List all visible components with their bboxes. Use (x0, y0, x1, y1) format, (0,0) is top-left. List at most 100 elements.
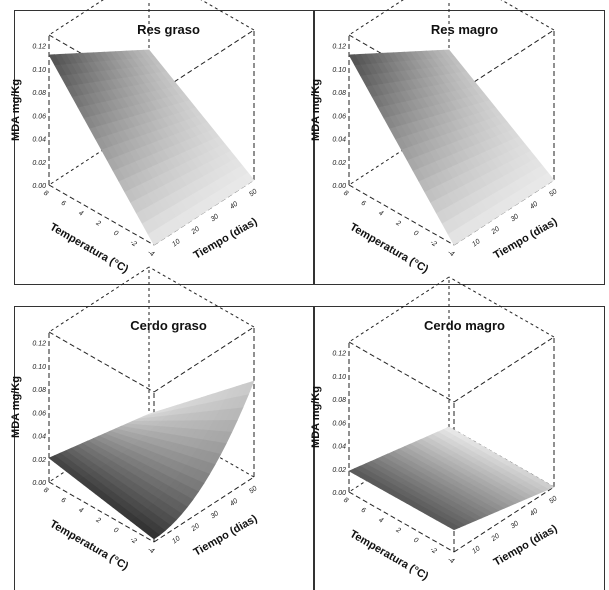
z-tick-label: 0.02 (32, 457, 46, 464)
z-tick-label: 0.04 (32, 434, 46, 441)
x-tick-label: -4 (146, 546, 155, 555)
z-tick-label: 0.02 (332, 160, 346, 167)
chart-title: Cerdo magro (424, 318, 505, 333)
x-tick-label: 0 (112, 230, 119, 238)
x-tick-label: 6 (60, 200, 67, 208)
box-edge (348, 341, 455, 403)
surface (348, 49, 555, 246)
z-tick-label: 0.04 (32, 137, 46, 144)
surface-patch (447, 230, 460, 246)
x-tick-label: 4 (377, 517, 384, 525)
box-edge (48, 266, 150, 333)
z-tick-label: 0.10 (32, 67, 46, 74)
z-tick-label: 0.12 (332, 351, 346, 358)
x-tick-label: 6 (360, 507, 367, 515)
z-tick-label: 0.10 (332, 374, 346, 381)
x-tick-label: -2 (429, 239, 438, 248)
surface (48, 49, 255, 246)
x-tick-label: 0 (412, 537, 419, 545)
x-tick-label: 8 (42, 487, 49, 495)
x-tick-label: 6 (360, 200, 367, 208)
y-tick-label: 30 (210, 510, 220, 520)
top-figure-divider (313, 10, 315, 285)
x-tick-label: 2 (94, 516, 102, 525)
x-tick-label: -2 (429, 546, 438, 555)
y-tick-label: 10 (471, 238, 481, 248)
y-tick-label: 50 (248, 188, 258, 198)
x-tick-label: -4 (446, 249, 455, 258)
x-tick-label: 4 (377, 210, 384, 218)
z-tick-label: 0.10 (332, 67, 346, 74)
z-tick-label: 0.12 (32, 44, 46, 51)
x-tick-label: 2 (394, 219, 402, 228)
x-tick-label: -2 (129, 536, 138, 545)
chart-title: Res magro (431, 22, 498, 37)
x-tick-label: 8 (342, 190, 349, 198)
x-tick-label: 8 (342, 497, 349, 505)
y-tick-label: 20 (490, 533, 501, 544)
z-tick-label: 0.08 (332, 90, 346, 97)
y-axis-label: Tiempo (dias) (192, 512, 260, 558)
box-edge (453, 486, 555, 553)
z-tick-label: 0.12 (32, 341, 46, 348)
x-tick-label: -4 (446, 556, 455, 565)
bottom-figure-divider (313, 306, 315, 590)
x-tick-label: 8 (42, 190, 49, 198)
chart-res-magro: Res magro 0.00 0.02 0.04 0.06 0.08 0.10 0.12 MDA… (310, 0, 560, 276)
z-tick-label: 0.00 (332, 490, 346, 497)
y-tick-label: 30 (210, 213, 220, 223)
box-edge (348, 276, 450, 343)
chart-cerdo-magro: Cerdo magro 0.00 0.02 0.04 0.06 0.08 0.10 0.12 M… (310, 276, 560, 583)
y-axis-label: Tiempo (dias) (492, 522, 560, 568)
y-tick-label: 20 (190, 523, 201, 534)
box-edge (48, 481, 155, 543)
x-tick-label: 2 (394, 526, 402, 535)
z-axis-label: MDA mg/Kg (310, 79, 322, 141)
bottom-figure-frame (14, 306, 605, 590)
box-edge (448, 276, 555, 338)
z-tick-label: 0.08 (332, 397, 346, 404)
z-axis-label: MDA mg/Kg (10, 376, 22, 438)
y-axis-label: Tiempo (dias) (192, 215, 260, 261)
x-tick-label: -2 (129, 239, 138, 248)
chart-title: Res graso (137, 22, 200, 37)
box-edge (153, 476, 255, 543)
y-tick-label: 10 (171, 238, 181, 248)
x-tick-label: 4 (77, 210, 84, 218)
box-edge (48, 184, 155, 246)
z-tick-label: 0.04 (332, 137, 346, 144)
surface-patch (147, 230, 160, 246)
z-tick-label: 0.00 (32, 480, 46, 487)
box-edge (48, 0, 104, 36)
box-edge (200, 0, 255, 31)
y-tick-label: 40 (529, 508, 539, 518)
x-axis-label: Temperatura (°C) (348, 528, 431, 583)
x-tick-label: 0 (112, 527, 119, 535)
x-tick-label: -4 (146, 249, 155, 258)
chart-cerdo-graso: Cerdo graso 0.00 0.02 0.04 0.06 0.08 0.10 0.12 M… (10, 266, 260, 573)
z-tick-label: 0.06 (332, 113, 346, 120)
z-tick-label: 0.06 (32, 410, 46, 417)
y-tick-label: 10 (171, 535, 181, 545)
z-tick-label: 0.02 (332, 467, 346, 474)
surface (48, 380, 255, 540)
box-edge (148, 266, 255, 328)
y-tick-label: 40 (529, 201, 539, 211)
box-edge (453, 336, 555, 403)
top-figure-frame (14, 10, 605, 285)
z-axis-label: MDA mg/Kg (310, 386, 322, 448)
y-tick-label: 50 (248, 485, 258, 495)
chart-res-graso: Res graso 0.00 0.02 0.04 0.06 0.08 0.10 0.12 MDA… (10, 0, 260, 276)
z-tick-label: 0.00 (332, 183, 346, 190)
y-tick-label: 50 (548, 188, 558, 198)
chart-title: Cerdo graso (130, 318, 207, 333)
box-edge (48, 331, 155, 393)
x-tick-label: 6 (60, 497, 67, 505)
y-tick-label: 40 (229, 498, 239, 508)
x-axis-label: Temperatura (°C) (48, 518, 131, 573)
surface (348, 426, 555, 531)
x-tick-label: 4 (77, 507, 84, 515)
x-tick-label: 0 (412, 230, 419, 238)
y-tick-label: 40 (229, 201, 239, 211)
box-edge (348, 184, 455, 246)
